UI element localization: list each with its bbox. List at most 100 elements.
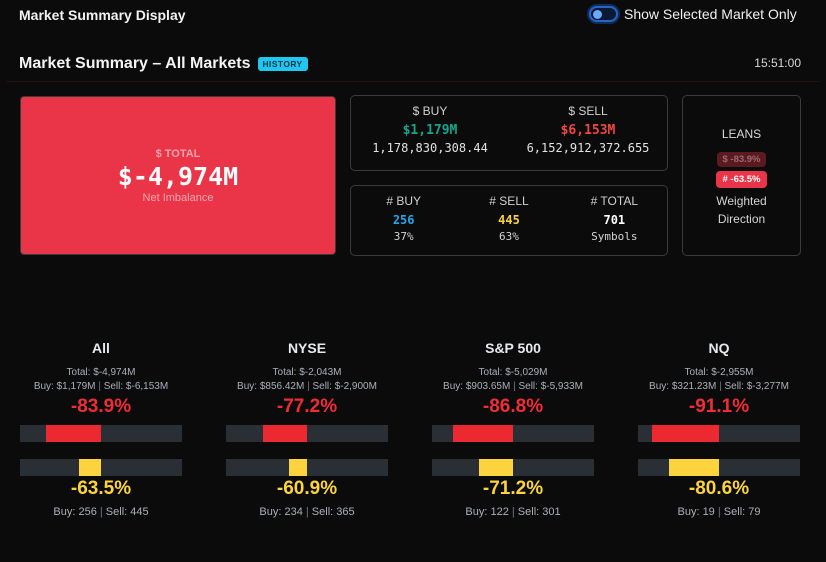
separator: | <box>98 381 101 392</box>
symbol-count-card: # BUY 256 37% # SELL 445 63% # TOTAL 701… <box>350 185 668 256</box>
dollar-lean-bar-fill <box>652 425 719 442</box>
count-lean-bar <box>638 459 800 476</box>
market-buy-sell: Buy: $903.65M | Sell: $-5,933M <box>443 381 583 392</box>
count-lean-bar-fill <box>79 459 101 476</box>
leans-title: LEANS <box>721 127 762 141</box>
count-lean-bar <box>226 459 388 476</box>
market-total: Total: $-2,955M <box>684 367 754 378</box>
count-total-column: # TOTAL 701 Symbols <box>562 186 667 255</box>
count-buy-percent: 37% <box>393 230 414 243</box>
count-lean-bar-fill <box>478 459 513 476</box>
market-sell-count: Sell: 365 <box>311 506 355 518</box>
market-sell-count: Sell: 445 <box>105 506 149 518</box>
separator: | <box>717 506 721 518</box>
dollar-buy-column: $ BUY $1,179M 1,178,830,308.44 <box>351 96 509 170</box>
leans-sub-line2: Direction <box>717 212 766 226</box>
dollar-lean-percent: -83.9% <box>70 396 132 417</box>
header-divider <box>6 81 820 82</box>
timestamp: 15:51:00 <box>754 56 801 70</box>
separator: | <box>719 381 722 392</box>
market-buy-count: Buy: 234 <box>259 506 303 518</box>
toggle-label[interactable]: Show Selected Market Only <box>624 6 797 22</box>
show-selected-market-toggle[interactable]: Show Selected Market Only <box>589 6 797 22</box>
count-buy-value: 256 <box>392 213 415 227</box>
market-buy-count: Buy: 256 <box>53 506 97 518</box>
count-buy-column: # BUY 256 37% <box>351 186 456 255</box>
market-column: S&P 500 Total: $-5,029M Buy: $903.65M | … <box>432 340 594 518</box>
market-buy: Buy: $903.65M <box>443 381 511 392</box>
count-lean-percent: -63.5% <box>70 478 132 499</box>
count-total-value: 701 <box>603 213 626 227</box>
count-sell-label: # SELL <box>489 194 529 208</box>
dollar-volume-card: $ BUY $1,179M 1,178,830,308.44 $ SELL $6… <box>350 95 668 171</box>
separator: | <box>513 381 516 392</box>
market-column: NYSE Total: $-2,043M Buy: $856.42M | Sel… <box>226 340 388 518</box>
market-buy-sell: Buy: $1,179M | Sell: $-6,153M <box>34 381 168 392</box>
market-name: S&P 500 <box>485 340 541 356</box>
market-total: Total: $-2,043M <box>272 367 342 378</box>
market-name: All <box>92 340 110 356</box>
count-sell-value: 445 <box>498 213 520 227</box>
market-counts: Buy: 256 | Sell: 445 <box>53 506 148 518</box>
leans-sublabel: Weighted Direction <box>716 192 766 228</box>
count-lean-bar-fill <box>669 459 719 476</box>
market-name: NYSE <box>287 340 327 356</box>
history-badge: HISTORY <box>257 57 308 71</box>
dollar-buy-value: $1,179M <box>402 123 458 138</box>
market-buy-count: Buy: 19 <box>677 506 715 518</box>
market-column: NQ Total: $-2,955M Buy: $321.23M | Sell:… <box>638 340 800 518</box>
dollar-lean-percent: -77.2% <box>276 396 338 417</box>
market-sell: Sell: $-2,900M <box>312 381 377 392</box>
market-buy: Buy: $321.23M <box>649 381 717 392</box>
toggle-switch[interactable] <box>589 6 618 22</box>
market-sell: Sell: $-6,153M <box>103 381 169 392</box>
dollar-sell-column: $ SELL $6,153M 6,152,912,372.655 <box>509 96 667 170</box>
dollar-lean-pill: $ -83.9% <box>717 152 766 167</box>
market-total: Total: $-5,029M <box>478 367 548 378</box>
market-buy: Buy: $856.42M <box>237 381 305 392</box>
dollar-lean-bar <box>20 425 182 442</box>
market-counts: Buy: 122 | Sell: 301 <box>465 506 560 518</box>
count-sell-percent: 63% <box>499 230 519 243</box>
toggle-knob <box>593 10 602 19</box>
market-counts: Buy: 234 | Sell: 365 <box>259 506 354 518</box>
dollar-lean-bar-fill <box>262 425 307 442</box>
dollar-sell-label: $ SELL <box>568 104 608 118</box>
count-lean-percent: -80.6% <box>688 478 750 499</box>
market-buy-sell: Buy: $321.23M | Sell: $-3,277M <box>649 381 789 392</box>
count-buy-label: # BUY <box>386 194 421 208</box>
separator: | <box>305 506 309 518</box>
count-total-label: # TOTAL <box>590 194 638 208</box>
count-sell-column: # SELL 445 63% <box>456 186 561 255</box>
net-imbalance-card: $ TOTAL $-4,974M Net Imbalance <box>20 96 336 255</box>
dollar-buy-label: $ BUY <box>412 104 448 118</box>
market-sell: Sell: $-5,933M <box>518 381 583 392</box>
dollar-buy-raw: 1,178,830,308.44 <box>372 141 488 155</box>
count-lean-bar <box>432 459 594 476</box>
market-sell: Sell: $-3,277M <box>724 381 789 392</box>
separator: | <box>307 381 310 392</box>
dollar-sell-raw: 6,152,912,372.655 <box>526 141 650 155</box>
market-column: All Total: $-4,974M Buy: $1,179M | Sell:… <box>20 340 182 518</box>
dollar-lean-bar-fill <box>46 425 101 442</box>
dollar-lean-bar-fill <box>453 425 513 442</box>
section-title: Market Summary – All Markets <box>19 55 251 72</box>
dollar-lean-percent: -91.1% <box>688 396 750 417</box>
dollar-lean-bar <box>638 425 800 442</box>
market-counts: Buy: 19 | Sell: 79 <box>678 506 761 518</box>
total-sublabel: Net Imbalance <box>142 191 214 204</box>
separator: | <box>511 506 515 518</box>
market-total: Total: $-4,974M <box>66 367 136 378</box>
total-value: $-4,974M <box>117 161 239 191</box>
count-lean-bar-fill <box>289 459 307 476</box>
count-lean-percent: -60.9% <box>276 478 338 499</box>
dollar-sell-value: $6,153M <box>560 123 616 138</box>
section-header: Market Summary – All Markets HISTORY <box>19 55 308 73</box>
market-buy: Buy: $1,179M <box>33 381 96 392</box>
app-title: Market Summary Display <box>19 7 186 23</box>
market-buy-count: Buy: 122 <box>465 506 509 518</box>
dollar-lean-bar <box>432 425 594 442</box>
separator: | <box>99 506 103 518</box>
count-total-sublabel: Symbols <box>591 230 638 243</box>
market-buy-sell: Buy: $856.42M | Sell: $-2,900M <box>237 381 377 392</box>
